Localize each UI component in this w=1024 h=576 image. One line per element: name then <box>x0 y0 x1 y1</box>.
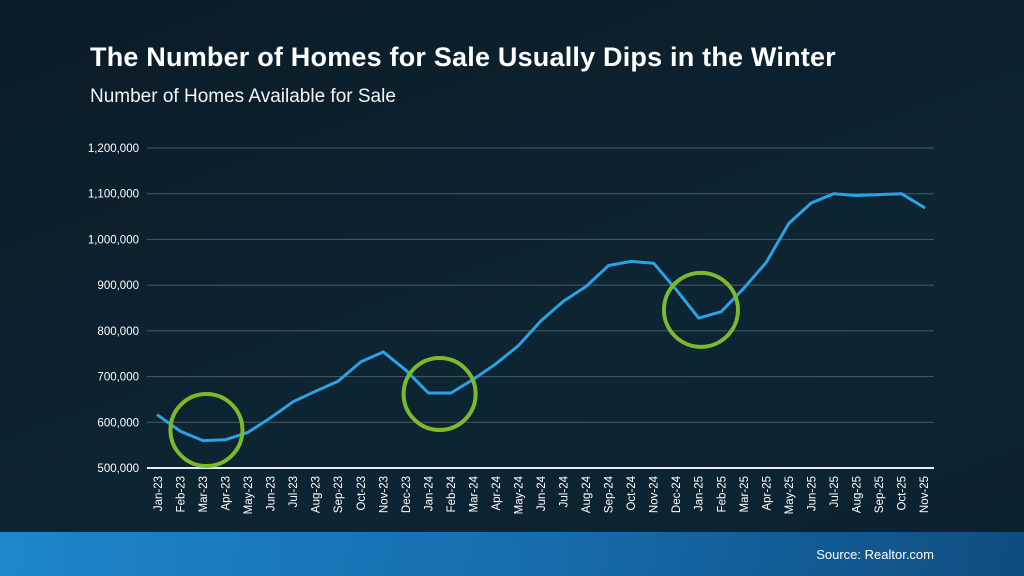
x-tick-label: Nov-24 <box>649 475 661 513</box>
x-tick-label: Dec-24 <box>671 475 683 513</box>
x-tick-label: May-25 <box>784 476 796 514</box>
y-tick-label: 900,000 <box>97 280 139 292</box>
x-tick-label: Jul-23 <box>288 476 300 507</box>
x-tick-label: Jan-23 <box>153 476 165 511</box>
y-tick-label: 600,000 <box>97 417 139 429</box>
x-tick-label: Jul-24 <box>559 475 571 507</box>
chart-subtitle: Number of Homes Available for Sale <box>90 86 396 107</box>
winter-dip-highlight-circle <box>168 392 245 469</box>
winter-dip-highlight-circle <box>401 355 478 432</box>
x-tick-label: Sep-23 <box>333 476 345 513</box>
x-tick-label: Mar-24 <box>468 475 480 512</box>
x-tick-label: Oct-24 <box>626 475 638 510</box>
x-tick-label: Oct-23 <box>356 476 368 511</box>
x-tick-label: Jun-25 <box>806 476 818 511</box>
x-tick-label: Oct-25 <box>896 476 908 511</box>
source-text: Source: Realtor.com <box>816 546 934 562</box>
x-tick-label: Apr-25 <box>761 476 773 511</box>
series-line <box>156 192 926 443</box>
x-tick-label: Jan-25 <box>694 476 706 511</box>
x-tick-label: Sep-24 <box>604 475 616 513</box>
x-tick-label: Apr-24 <box>491 475 503 510</box>
x-tick-label: Jun-23 <box>266 476 278 511</box>
winter-dip-highlight-circle <box>661 270 740 349</box>
x-tick-label: Aug-24 <box>581 475 593 513</box>
y-tick-label: 1,000,000 <box>88 234 139 246</box>
x-tick-label: Feb-23 <box>176 476 188 512</box>
source-bar: Source: Realtor.com <box>0 532 1024 576</box>
y-tick-label: 500,000 <box>97 463 139 475</box>
x-tick-label: Apr-23 <box>221 476 233 511</box>
x-tick-label: Aug-23 <box>311 476 323 513</box>
x-tick-label: Dec-23 <box>401 476 413 513</box>
x-tick-label: May-23 <box>243 476 255 514</box>
y-tick-label: 700,000 <box>97 372 139 384</box>
x-tick-label: Mar-23 <box>198 476 210 512</box>
x-tick-label: Jul-25 <box>829 476 841 507</box>
x-tick-label: Mar-25 <box>739 476 751 512</box>
x-tick-label: Jun-24 <box>536 475 548 511</box>
y-tick-label: 1,100,000 <box>88 189 139 201</box>
x-tick-label: Feb-24 <box>446 475 458 512</box>
x-tick-label: May-24 <box>513 475 525 514</box>
x-tick-label: Aug-25 <box>851 476 863 513</box>
x-tick-label: Sep-25 <box>874 476 886 513</box>
x-tick-label: Nov-23 <box>378 476 390 513</box>
x-tick-label: Nov-25 <box>919 476 931 513</box>
chart-title: The Number of Homes for Sale Usually Dip… <box>90 42 836 72</box>
y-tick-label: 800,000 <box>97 326 139 338</box>
x-tick-label: Feb-25 <box>716 476 728 512</box>
x-tick-label: Jan-24 <box>423 475 435 511</box>
y-tick-label: 1,200,000 <box>88 143 139 155</box>
